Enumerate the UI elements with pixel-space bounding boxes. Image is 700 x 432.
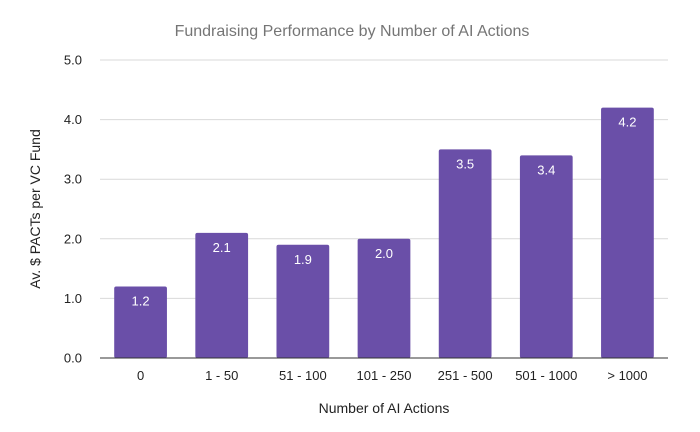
y-tick-label: 4.0 xyxy=(64,112,82,127)
bar xyxy=(438,149,492,358)
x-tick-label: 501 - 1000 xyxy=(515,368,577,383)
y-tick-label: 3.0 xyxy=(64,172,82,187)
bars: 1.2 2.1 1.9 2.0 3.5 3.4 4.2 xyxy=(114,107,654,359)
x-tick-label: > 1000 xyxy=(607,368,647,383)
bar-data-label: 2.0 xyxy=(375,246,393,261)
bar xyxy=(519,155,573,358)
y-tick-labels: 0.0 1.0 2.0 3.0 4.0 5.0 xyxy=(64,53,82,366)
bar-data-label: 1.9 xyxy=(294,252,312,267)
y-tick-label: 0.0 xyxy=(64,351,82,366)
bar xyxy=(357,238,411,358)
chart-title: Fundraising Performance by Number of AI … xyxy=(175,23,530,40)
x-tick-label: 1 - 50 xyxy=(205,368,238,383)
bar-data-label: 1.2 xyxy=(132,293,150,308)
x-tick-label: 51 - 100 xyxy=(279,368,327,383)
y-axis-title: Av. $ PACTs per VC Fund xyxy=(27,129,43,289)
x-tick-label: 251 - 500 xyxy=(438,368,493,383)
x-axis-title: Number of AI Actions xyxy=(319,400,450,416)
bar xyxy=(114,286,167,358)
bar-data-label: 4.2 xyxy=(618,115,636,130)
bar-data-label: 2.1 xyxy=(213,240,231,255)
x-tick-label: 0 xyxy=(137,368,144,383)
y-tick-label: 5.0 xyxy=(64,53,82,68)
bar xyxy=(601,107,654,359)
x-tick-labels: 0 1 - 50 51 - 100 101 - 250 251 - 500 501 - 1… xyxy=(137,368,648,383)
bar-data-label: 3.5 xyxy=(456,156,474,171)
bar xyxy=(276,244,330,358)
y-tick-label: 2.0 xyxy=(64,231,82,246)
bar xyxy=(195,232,249,358)
bar-data-label: 3.4 xyxy=(537,162,555,177)
x-tick-label: 101 - 250 xyxy=(357,368,412,383)
gridlines xyxy=(100,59,668,299)
y-tick-label: 1.0 xyxy=(64,291,82,306)
